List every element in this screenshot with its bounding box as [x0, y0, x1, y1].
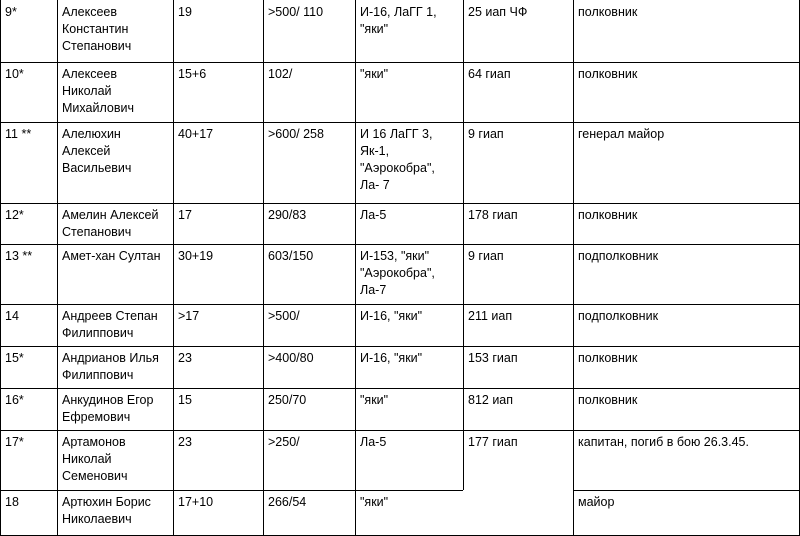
row-number-cell: 9*	[5, 5, 17, 19]
aircraft-types-cell: И-153, "яки" "Аэрокобра", Ла-7	[360, 249, 435, 297]
sorties-count-cell: 266/54	[268, 495, 307, 509]
grid-line	[0, 490, 463, 491]
unit-name-cell: 64 гиап	[468, 67, 511, 81]
table-row: 14 Андреев Степан Филиппович >17 >500/И-16,…	[0, 304, 800, 346]
aircraft-types-cell: И-16, "яки"	[360, 309, 423, 323]
pilot-name-cell: Артюхин Борис Николаевич	[62, 495, 151, 526]
grid-line	[263, 0, 264, 536]
victories-count-cell: 23	[178, 435, 192, 449]
table-row: 15* Андрианов Илья Филиппович 23 >400/80 И-1…	[0, 346, 800, 388]
sorties-count-cell: >400/80	[268, 351, 314, 365]
sorties-count-cell: 250/70	[268, 393, 307, 407]
sorties-count-cell: >250/	[268, 435, 300, 449]
sorties-count-cell: >500/	[268, 309, 300, 323]
sorties-count-cell: 102/	[268, 67, 293, 81]
pilot-name-cell: Андрианов Илья Филиппович	[62, 351, 159, 382]
aircraft-types-cell: "яки"	[360, 495, 389, 509]
row-number-cell: 12*	[5, 208, 24, 222]
unit-name-cell: 25 иап ЧФ	[468, 5, 528, 19]
table-row: 16* Анкудинов Егор Ефремович 15 250/70 "яки"…	[0, 388, 800, 430]
row-number-cell: 14	[5, 309, 19, 323]
rank-cell: подполковник	[578, 309, 659, 323]
victories-count-cell: >17	[178, 309, 200, 323]
grid-line	[573, 0, 574, 536]
table-row: 18 Артюхин Борис Николаевич 17+10 266/54 "як…	[0, 490, 800, 536]
rank-cell: подполковник	[578, 249, 659, 263]
unit-name-cell: 178 гиап	[468, 208, 518, 222]
rank-cell: капитан, погиб в бою 26.3.45.	[578, 435, 749, 449]
row-number-cell: 17*	[5, 435, 24, 449]
victories-count-cell: 30+19	[178, 249, 214, 263]
sorties-count-cell: 603/150	[268, 249, 314, 263]
pilot-name-cell: Алексеев Николай Михайлович	[62, 67, 134, 115]
sorties-count-cell: >500/ 110	[268, 5, 324, 19]
victories-count-cell: 23	[178, 351, 192, 365]
table-row: 12* Амелин Алексей Степанович 17 290/83 Ла-5…	[0, 203, 800, 244]
rank-cell: полковник	[578, 5, 638, 19]
grid-line	[0, 346, 800, 347]
sorties-count-cell: >600/ 258	[268, 127, 324, 141]
aircraft-types-cell: Ла-5	[360, 208, 387, 222]
grid-line	[57, 0, 58, 536]
rank-cell: полковник	[578, 208, 638, 222]
victories-count-cell: 17+10	[178, 495, 214, 509]
rank-cell: полковник	[578, 67, 638, 81]
grid-line	[573, 490, 800, 491]
rank-cell: полковник	[578, 351, 638, 365]
aircraft-types-cell: Ла-5	[360, 435, 387, 449]
row-number-cell: 13 **	[5, 249, 33, 263]
victories-count-cell: 40+17	[178, 127, 214, 141]
grid-line	[0, 62, 800, 63]
aircraft-types-cell: "яки"	[360, 67, 389, 81]
row-number-cell: 10*	[5, 67, 24, 81]
unit-name-cell: 177 гиап	[468, 435, 518, 449]
unit-name-cell: 9 гиап	[468, 249, 504, 263]
aircraft-types-cell: "яки"	[360, 393, 389, 407]
pilot-name-cell: Алелюхин Алексей Васильевич	[62, 127, 132, 175]
pilot-name-cell: Анкудинов Егор Ефремович	[62, 393, 154, 424]
victories-count-cell: 17	[178, 208, 192, 222]
pilot-name-cell: Артамонов Николай Семенович	[62, 435, 128, 483]
row-number-cell: 15*	[5, 351, 24, 365]
table-row: 9* Алексеев Константин Степанович 19 >500/ …	[0, 0, 800, 62]
unit-name-cell: 211 иап	[468, 309, 513, 323]
aircraft-types-cell: И 16 ЛаГГ 3, Як-1, "Аэрокобра", Ла- 7	[360, 127, 435, 192]
table-row: 13 ** Амет-хан Султан 30+19 603/150 И-153, "…	[0, 244, 800, 304]
pilot-name-cell: Андреев Степан Филиппович	[62, 309, 158, 340]
grid-line	[173, 0, 174, 536]
pilot-name-cell: Амет-хан Султан	[62, 249, 161, 263]
unit-name-cell: 9 гиап	[468, 127, 504, 141]
grid-line	[0, 304, 800, 305]
pilot-name-cell: Алексеев Константин Степанович	[62, 5, 132, 53]
grid-line	[0, 244, 800, 245]
grid-line	[463, 0, 464, 490]
table-row: 11 ** Алелюхин Алексей Васильевич 40+17 >60…	[0, 122, 800, 203]
table-row: 17* Артамонов Николай Семенович 23 >250/Ла-…	[0, 430, 800, 490]
grid-line	[0, 0, 1, 536]
grid-line	[0, 203, 800, 204]
row-number-cell: 11 **	[5, 127, 32, 141]
unit-name-cell	[463, 490, 573, 536]
unit-name-cell: 812 иап	[468, 393, 514, 407]
sorties-count-cell: 290/83	[268, 208, 307, 222]
grid-line	[0, 388, 800, 389]
aircraft-types-cell: И-16, ЛаГГ 1, "яки"	[360, 5, 437, 36]
rank-cell: полковник	[578, 393, 638, 407]
victories-count-cell: 15	[178, 393, 192, 407]
table-row: 10* Алексеев Николай Михайлович 15+6 102/ "я…	[0, 62, 800, 122]
row-number-cell: 16*	[5, 393, 24, 407]
row-number-cell: 18	[5, 495, 19, 509]
aircraft-types-cell: И-16, "яки"	[360, 351, 423, 365]
grid-line	[0, 122, 800, 123]
victories-count-cell: 15+6	[178, 67, 207, 81]
victories-count-cell: 19	[178, 5, 192, 19]
unit-name-cell: 153 гиап	[468, 351, 518, 365]
grid-line	[355, 0, 356, 536]
grid-line	[0, 430, 800, 431]
rank-cell: майор	[578, 495, 615, 509]
rank-cell: генерал майор	[578, 127, 665, 141]
pilot-name-cell: Амелин Алексей Степанович	[62, 208, 159, 239]
